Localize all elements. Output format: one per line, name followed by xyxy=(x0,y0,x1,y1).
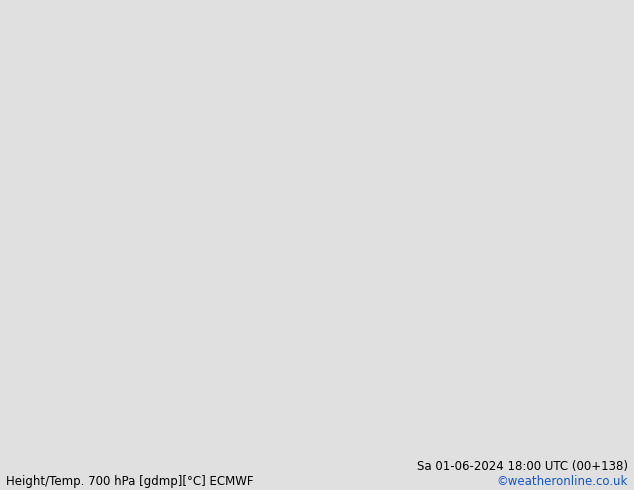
Text: ©weatheronline.co.uk: ©weatheronline.co.uk xyxy=(496,474,628,488)
Text: Sa 01-06-2024 18:00 UTC (00+138): Sa 01-06-2024 18:00 UTC (00+138) xyxy=(417,460,628,473)
Text: Height/Temp. 700 hPa [gdmp][°C] ECMWF: Height/Temp. 700 hPa [gdmp][°C] ECMWF xyxy=(6,474,254,488)
